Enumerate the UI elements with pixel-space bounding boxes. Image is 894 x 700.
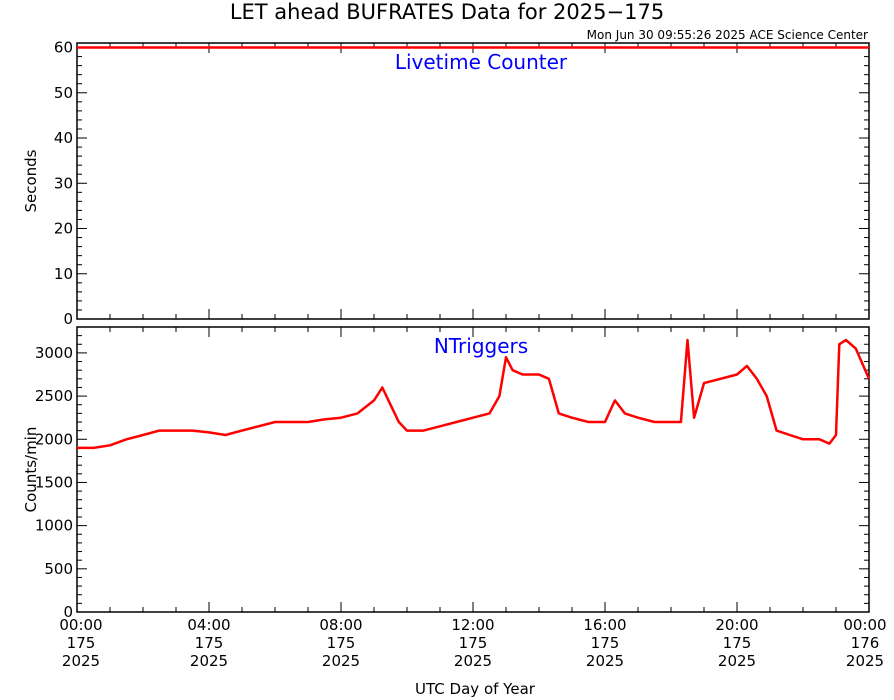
x-tick-label: 2025 [62, 652, 100, 670]
y-tick-label: 50 [54, 84, 73, 102]
y-tick-label: 1500 [35, 473, 73, 491]
y-tick-label: 20 [54, 220, 73, 238]
x-tick-label: 175 [459, 634, 488, 652]
y-tick-label: 0 [63, 310, 73, 328]
series-line [77, 338, 871, 450]
y-tick-label: 0 [63, 603, 73, 621]
y-tick-label: 3000 [35, 344, 73, 362]
x-tick-label: 176 [851, 634, 880, 652]
y-tick-label: 40 [54, 129, 73, 147]
y-axis-label: Counts/min [22, 427, 40, 513]
x-tick-label: 00:00 [59, 616, 102, 634]
ntriggers-panel: 0 500 1000 1500 2000 2500 3000 Counts/min NTrigg… [22, 326, 871, 621]
x-tick-label: 2025 [718, 652, 756, 670]
livetime-panel: 0 10 20 30 40 50 60 Seconds Livetime Counter [22, 39, 870, 328]
x-tick-label: 2025 [322, 652, 360, 670]
y-tick-label: 30 [54, 174, 73, 192]
x-tick-label: 175 [327, 634, 356, 652]
x-tick-label: 2025 [454, 652, 492, 670]
x-tick-label: 175 [723, 634, 752, 652]
chart-title: LET ahead BUFRATES Data for 2025−175 [229, 0, 665, 24]
y-tick-label: 500 [44, 560, 73, 578]
y-tick-label: 2000 [35, 430, 73, 448]
x-tick-label: 20:00 [715, 616, 758, 634]
x-tick-label: 175 [195, 634, 224, 652]
panel-frame [76, 42, 870, 320]
x-tick-label: 12:00 [451, 616, 494, 634]
x-axis-label: UTC Day of Year [415, 680, 535, 698]
y-tick-label: 10 [54, 265, 73, 283]
panel-label: NTriggers [434, 334, 528, 358]
x-tick-label: 2025 [190, 652, 228, 670]
x-tick-label: 175 [67, 634, 96, 652]
x-tick-label: 04:00 [187, 616, 230, 634]
x-tick-label: 175 [591, 634, 620, 652]
x-tick-label: 2025 [586, 652, 624, 670]
x-tick-label: 00:00 [843, 616, 886, 634]
y-tick-label: 60 [54, 39, 73, 57]
y-tick-label: 1000 [35, 517, 73, 535]
x-tick-label: 16:00 [583, 616, 626, 634]
y-axis-label: Seconds [22, 149, 40, 212]
x-tick-label: 2025 [846, 652, 884, 670]
x-tick-label: 08:00 [319, 616, 362, 634]
x-axis: 00:00175202504:00175202508:00175202512:0… [59, 616, 886, 670]
y-tick-label: 2500 [35, 387, 73, 405]
generation-timestamp: Mon Jun 30 09:55:26 2025 ACE Science Cen… [586, 28, 868, 42]
panel-label: Livetime Counter [395, 50, 568, 74]
